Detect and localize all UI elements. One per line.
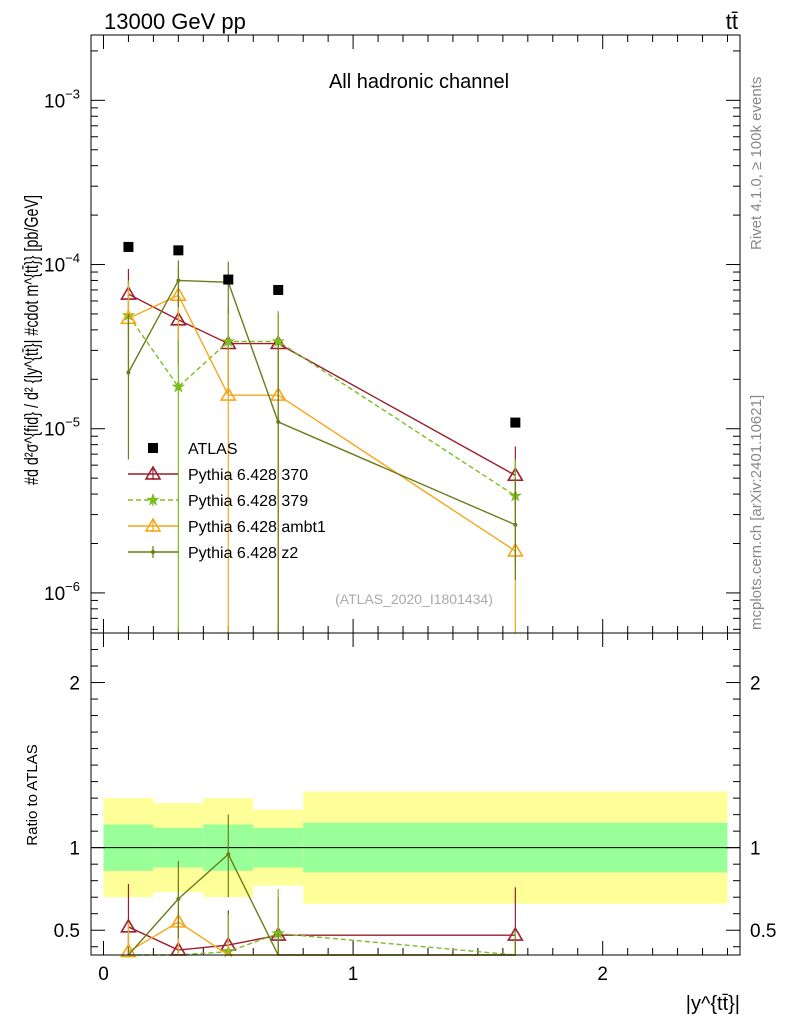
y-tick-label-main: 10−4 <box>44 251 80 277</box>
legend-item-atlas: ATLAS <box>148 441 238 458</box>
rivet-version-label: Rivet 4.1.0, ≥ 100k events <box>748 77 765 250</box>
legend-marker-ambt1 <box>144 517 162 532</box>
series-line-z2 <box>127 279 516 526</box>
legend-item-p379: Pythia 6.428 379 <box>128 492 308 510</box>
y-tick-label-ratio-right: 1 <box>750 839 761 860</box>
ratio-line-p370 <box>128 926 516 951</box>
y-tick-label-main: 10−5 <box>44 415 80 441</box>
series-z2 <box>126 260 518 633</box>
y-tick-label-main: 10−6 <box>44 579 80 605</box>
point-p379 <box>221 334 235 348</box>
main-panel-frame <box>90 34 741 634</box>
x-tick-label: 1 <box>348 964 359 985</box>
point-z2 <box>126 370 131 375</box>
legend-label-ambt1: Pythia 6.428 ambt1 <box>188 519 326 536</box>
point-ambt1 <box>219 386 237 401</box>
legend-label-p379: Pythia 6.428 379 <box>188 493 308 510</box>
x-axis-label: |y^{tt̄}| <box>686 993 740 1015</box>
legend-item-p370: Pythia 6.428 370 <box>128 465 308 484</box>
ratio-panel-ticks: 0.5 0.5 1 1 2 2 0 1 2 <box>54 649 776 985</box>
ratio-point-z2 <box>226 852 231 857</box>
y-tick-label-ratio: 1 <box>69 839 80 860</box>
mcplots-credit-label: mcplots.cern.ch [arXiv:2401.10621] <box>748 395 765 630</box>
analysis-watermark: (ATLAS_2020_I1801434) <box>335 591 493 607</box>
ratio-panel-frame <box>90 632 741 956</box>
ratio-panel: 0.5 0.5 1 1 2 2 0 1 2 <box>54 632 776 985</box>
ratio-y-axis-label: Ratio to ATLAS <box>24 744 41 845</box>
legend-label-p370: Pythia 6.428 370 <box>188 467 308 484</box>
point-atlas <box>273 284 284 295</box>
x-tick-label: 0 <box>98 964 109 985</box>
point-z2 <box>513 522 518 527</box>
point-z2 <box>276 419 281 424</box>
header-process-label: tt̄ <box>726 9 738 34</box>
series-line-p370 <box>128 293 516 476</box>
legend-marker-atlas <box>148 443 158 453</box>
y-tick-label-ratio-right: 0.5 <box>750 921 776 942</box>
y-tick-label-ratio: 0.5 <box>54 921 80 942</box>
y-tick-label-main: 10−3 <box>44 86 80 112</box>
point-p379 <box>171 379 186 393</box>
point-z2 <box>176 278 181 283</box>
legend: ATLAS Pythia 6.428 370 Pythia 6.428 379 Pyt… <box>128 441 326 562</box>
x-tick-label: 2 <box>597 964 608 985</box>
main-panel: 10−6 10−5 10−4 10−3 All hadronic channel (A… <box>44 34 741 955</box>
legend-marker-p379 <box>146 492 160 506</box>
legend-marker-z2 <box>151 550 155 554</box>
series-line-p379 <box>127 314 516 497</box>
series-atlas <box>123 241 521 428</box>
legend-item-ambt1: Pythia 6.428 ambt1 <box>128 517 326 536</box>
point-atlas <box>510 417 521 428</box>
series-line-ambt1 <box>128 294 516 552</box>
point-atlas <box>123 241 134 252</box>
ratio-point-z2 <box>176 896 181 901</box>
main-series-layer <box>120 241 524 633</box>
y-tick-label-ratio: 2 <box>69 674 80 695</box>
series-p379 <box>121 280 523 633</box>
legend-label-z2: Pythia 6.428 z2 <box>188 545 298 562</box>
series-ambt1 <box>120 268 524 633</box>
ratio-line-p379 <box>128 932 516 956</box>
y-axis-label-text: #d d²σ^{fid} / d² {|y^{tt̄}| #cdot m^{tt… <box>22 195 43 485</box>
point-atlas <box>173 245 184 256</box>
y-axis-label-main: #d d²σ^{fid} / d² {|y^{tt̄}| #cdot m^{tt… <box>22 195 43 485</box>
legend-label-atlas: ATLAS <box>188 441 238 458</box>
legend-marker-p370 <box>144 465 162 480</box>
chart-title: All hadronic channel <box>329 71 509 93</box>
main-panel-ticks: 10−6 10−5 10−4 10−3 <box>44 35 740 955</box>
legend-item-z2: Pythia 6.428 z2 <box>128 545 298 562</box>
y-tick-label-ratio-right: 2 <box>750 674 761 695</box>
point-atlas <box>223 274 234 285</box>
header-energy-label: 13000 GeV pp <box>104 9 246 34</box>
